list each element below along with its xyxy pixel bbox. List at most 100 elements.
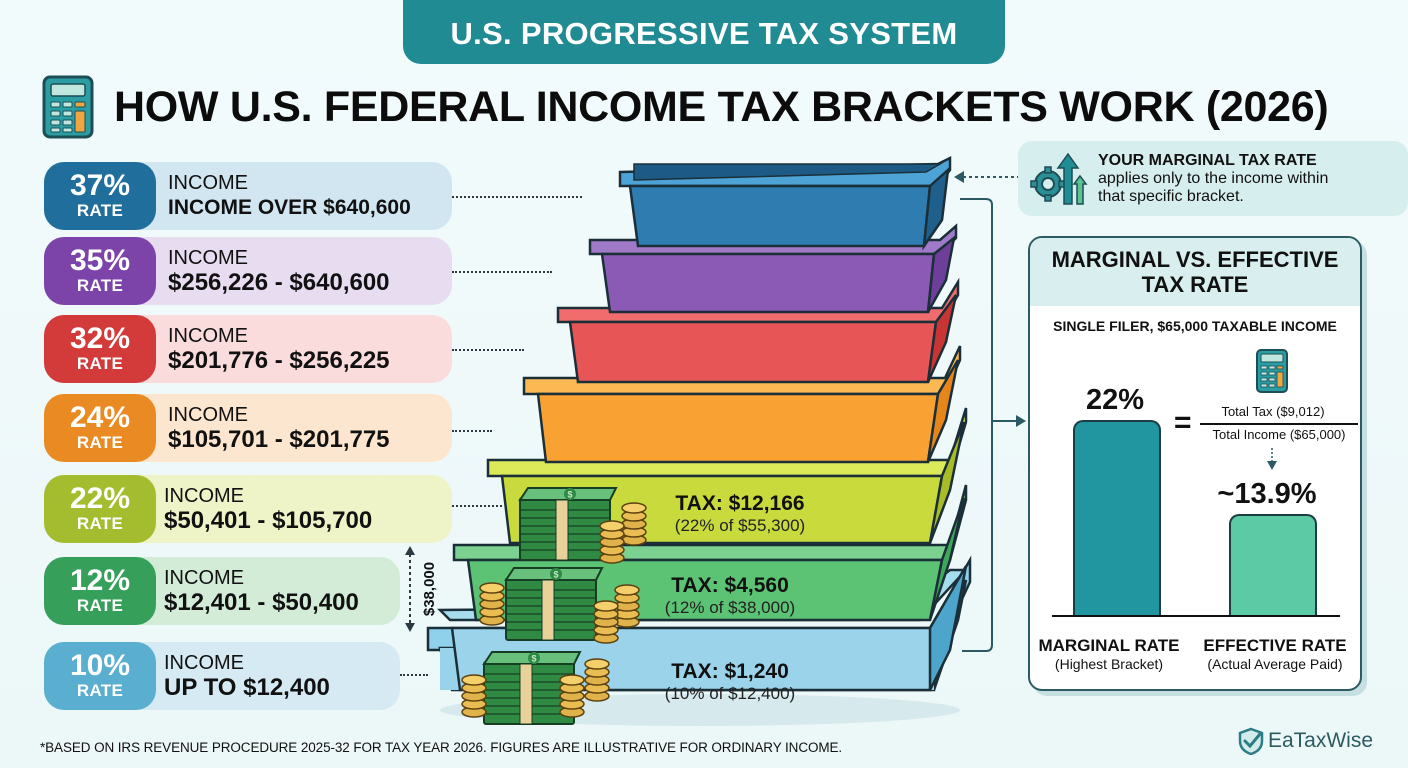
tax-detail: (10% of $12,400) (664, 684, 796, 703)
bracket-row-32: 32% RATE INCOME $201,776 - $256,225 (44, 315, 452, 383)
tax-label-22: TAX: $12,166 (22% of $55,300) (660, 492, 820, 536)
connector-dots (452, 505, 502, 507)
bracket-row-12: 12% RATE INCOME $12,401 - $50,400 (44, 557, 400, 625)
bracket-body: INCOME $105,701 - $201,775 (134, 394, 452, 462)
rate-value: 32% (69, 322, 131, 355)
card-title-line2: TAX RATE (1141, 272, 1249, 297)
rate-value: 12% (69, 564, 131, 597)
brand-logo: EaTaxWise (1238, 727, 1373, 755)
income-range: INCOME OVER $640,600 (168, 195, 411, 219)
note-text-line1: applies only to the income within (1098, 169, 1329, 187)
income-range: $12,401 - $50,400 (164, 588, 359, 616)
rate-badge: 37% RATE (44, 162, 156, 230)
coin-stack-icon (599, 520, 625, 564)
rate-label: RATE (76, 681, 124, 700)
bracket-connector (954, 171, 1026, 652)
rate-label: RATE (76, 433, 124, 452)
marginal-rate-axis-label: MARGINAL RATE (Highest Bracket) (1034, 636, 1184, 672)
fraction-line (1200, 423, 1358, 425)
income-label: INCOME (164, 566, 244, 589)
marginal-rate-label: MARGINAL RATE (1038, 636, 1180, 655)
marginal-rate-note: YOUR MARGINAL TAX RATE applies only to t… (1018, 141, 1408, 216)
income-range: $256,226 - $640,600 (168, 268, 390, 296)
gear-growth-arrows-icon (1030, 152, 1088, 205)
bracket-bins-illustration: $ (426, 155, 972, 726)
rate-label: RATE (76, 514, 124, 533)
calculator-icon (42, 75, 94, 139)
income-range: UP TO $12,400 (164, 673, 330, 701)
coin-stack-icon (621, 502, 647, 546)
effective-rate-value: ~13.9% (1217, 478, 1317, 510)
effective-rate-label: EFFECTIVE RATE (1203, 636, 1347, 655)
top-banner: U.S. PROGRESSIVE TAX SYSTEM (403, 0, 1005, 64)
income-label: INCOME (168, 324, 248, 347)
equals-sign: = (1174, 406, 1192, 439)
bracket-body: INCOME $256,226 - $640,600 (134, 237, 452, 305)
income-label: INCOME (164, 651, 244, 674)
coin-stack-icon (584, 658, 610, 702)
arrow-down-icon (1267, 448, 1277, 470)
coin-stack-icon (559, 674, 585, 718)
connector-dots (452, 430, 492, 432)
bracket-row-37: 37% RATE INCOME INCOME OVER $640,600 (44, 162, 452, 230)
calculator-icon (1256, 349, 1288, 393)
rate-value: 37% (69, 169, 131, 202)
tax-amount: TAX: $12,166 (675, 492, 805, 515)
rate-label: RATE (76, 596, 124, 615)
rate-value: 22% (69, 482, 131, 515)
income-label: INCOME (168, 246, 248, 269)
tax-amount: TAX: $1,240 (671, 660, 789, 683)
tax-label-12: TAX: $4,560 (12% of $38,000) (650, 574, 810, 618)
note-text-line2: that specific bracket. (1098, 187, 1244, 205)
formula-numerator: Total Tax ($9,012) (1221, 404, 1325, 419)
coin-stack-icon (593, 600, 619, 644)
rate-value: 10% (69, 649, 131, 682)
coin-stack-icon (461, 674, 487, 718)
bin-37 (618, 155, 952, 251)
income-range: $50,401 - $105,700 (164, 506, 373, 534)
card-title-line1: MARGINAL VS. EFFECTIVE (1051, 247, 1339, 272)
bracket-body: INCOME $201,776 - $256,225 (134, 315, 452, 383)
footnote: *BASED ON IRS REVENUE PROCEDURE 2025-32 … (40, 740, 843, 755)
note-heading: YOUR MARGINAL TAX RATE (1098, 151, 1317, 169)
span-arrow-icon: $38,000 (405, 546, 438, 632)
rate-badge: 32% RATE (44, 315, 156, 383)
title-row: HOW U.S. FEDERAL INCOME TAX BRACKETS WOR… (42, 74, 1329, 140)
bracket-body: INCOME UP TO $12,400 (134, 642, 400, 710)
income-label: INCOME (168, 403, 248, 426)
income-label: INCOME (164, 484, 244, 507)
bracket-row-35: 35% RATE INCOME $256,226 - $640,600 (44, 237, 452, 305)
rate-value: 35% (69, 244, 131, 277)
banner-label: U.S. PROGRESSIVE TAX SYSTEM (450, 16, 958, 51)
tax-label-10: TAX: $1,240 (10% of $12,400) (650, 660, 810, 704)
bracket-row-22: 22% RATE INCOME $50,401 - $105,700 (44, 475, 452, 543)
effective-rate-axis-label: EFFECTIVE RATE (Actual Average Paid) (1190, 636, 1360, 672)
marginal-vs-effective-card: MARGINAL VS. EFFECTIVE TAX RATE SINGLE F… (1028, 236, 1362, 691)
bracket-row-24: 24% RATE INCOME $105,701 - $201,775 (44, 394, 452, 462)
rate-value: 24% (69, 401, 131, 434)
bracket-body: INCOME INCOME OVER $640,600 (134, 162, 452, 230)
coin-stack-icon (479, 582, 505, 626)
span-label: $38,000 (421, 562, 438, 616)
card-title: MARGINAL VS. EFFECTIVE TAX RATE (1030, 238, 1360, 306)
marginal-rate-value: 22% (1085, 384, 1145, 416)
scenario-label: SINGLE FILER, $65,000 TAXABLE INCOME (1053, 318, 1337, 334)
tax-amount: TAX: $4,560 (671, 574, 789, 597)
bracket-body: INCOME $12,401 - $50,400 (134, 557, 400, 625)
chart-baseline (1052, 615, 1340, 617)
bracket-row-10: 10% RATE INCOME UP TO $12,400 (44, 642, 400, 710)
connector-dots (452, 349, 524, 351)
income-range: $201,776 - $256,225 (168, 346, 390, 374)
tax-detail: (22% of $55,300) (674, 516, 806, 535)
effective-rate-bar (1229, 514, 1317, 616)
connector-dots (400, 674, 428, 676)
income-label: INCOME (168, 171, 248, 194)
rate-badge: 22% RATE (44, 475, 156, 543)
connector-dots (452, 196, 582, 198)
rate-label: RATE (76, 201, 124, 220)
income-range: $105,701 - $201,775 (168, 425, 390, 453)
shield-check-icon (1238, 727, 1264, 755)
bracket-body: INCOME $50,401 - $105,700 (134, 475, 452, 543)
connector-dots (452, 271, 552, 273)
rate-badge: 10% RATE (44, 642, 156, 710)
